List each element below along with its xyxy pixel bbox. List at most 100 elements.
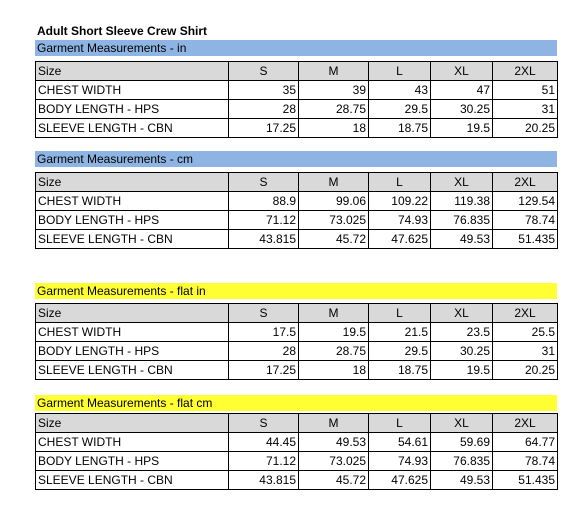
title: Adult Short Sleeve Crew Shirt — [37, 24, 208, 38]
column-header: L — [368, 172, 431, 192]
data-row: CHEST WIDTH 17.5 19.5 21.5 23.5 25.5 — [35, 322, 558, 342]
cell-value: 17.5 — [228, 322, 299, 342]
measurement-table: Size S M L XL 2XL CHEST WIDTH 88.9 99.06 109.22 11… — [35, 172, 558, 249]
data-row: BODY LENGTH - HPS 71.12 73.025 74.93 76.835 7… — [35, 451, 558, 471]
cell-value: 43.815 — [228, 229, 299, 249]
cell-value: 74.93 — [368, 210, 431, 230]
cell-value: 59.69 — [430, 432, 493, 452]
cell-value: 17.25 — [228, 360, 299, 380]
cell-value: 19.5 — [430, 360, 493, 380]
cell-value: 71.12 — [228, 451, 299, 471]
cell-value: 64.77 — [492, 432, 558, 452]
column-header: L — [368, 413, 431, 433]
cell-value: 21.5 — [368, 322, 431, 342]
row-label: CHEST WIDTH — [35, 432, 229, 452]
row-label: BODY LENGTH - HPS — [35, 341, 229, 361]
cell-value: 31 — [492, 99, 558, 119]
data-row: SLEEVE LENGTH - CBN 43.815 45.72 47.625 49.5… — [35, 470, 558, 490]
column-header: Size — [35, 61, 229, 81]
cell-value: 88.9 — [228, 191, 299, 211]
cell-value: 51.435 — [492, 470, 558, 490]
section-heading: Garment Measurements - flat cm — [35, 395, 557, 411]
cell-value: 49.53 — [298, 432, 369, 452]
cell-value: 28 — [228, 341, 299, 361]
row-label: SLEEVE LENGTH - CBN — [35, 470, 229, 490]
column-header: Size — [35, 413, 229, 433]
column-header: M — [298, 413, 369, 433]
data-row: BODY LENGTH - HPS 28 28.75 29.5 30.25 31 — [35, 341, 558, 361]
cell-value: 49.53 — [430, 229, 493, 249]
column-header: L — [368, 61, 431, 81]
cell-value: 73.025 — [298, 210, 369, 230]
cell-value: 43 — [368, 80, 431, 100]
cell-value: 25.5 — [492, 322, 558, 342]
cell-value: 18 — [298, 360, 369, 380]
data-row: BODY LENGTH - HPS 28 28.75 29.5 30.25 31 — [35, 99, 558, 119]
cell-value: 73.025 — [298, 451, 369, 471]
section-heading: Garment Measurements - flat in — [35, 283, 557, 299]
section-heading: Garment Measurements - cm — [35, 151, 557, 167]
column-header: 2XL — [492, 303, 558, 323]
row-label: BODY LENGTH - HPS — [35, 99, 229, 119]
column-header: M — [298, 172, 369, 192]
cell-value: 78.74 — [492, 451, 558, 471]
column-header: XL — [430, 303, 493, 323]
cell-value: 28.75 — [298, 341, 369, 361]
column-header: Size — [35, 172, 229, 192]
cell-value: 47 — [430, 80, 493, 100]
column-header: S — [228, 303, 299, 323]
measurement-table: Size S M L XL 2XL CHEST WIDTH 44.45 49.53 54.61 59… — [35, 413, 558, 490]
cell-value: 119.38 — [430, 191, 493, 211]
section-heading: Garment Measurements - in — [35, 40, 557, 56]
data-row: CHEST WIDTH 44.45 49.53 54.61 59.69 64.77 — [35, 432, 558, 452]
data-row: CHEST WIDTH 35 39 43 47 51 — [35, 80, 558, 100]
cell-value: 30.25 — [430, 341, 493, 361]
row-label: BODY LENGTH - HPS — [35, 451, 229, 471]
cell-value: 51.435 — [492, 229, 558, 249]
column-header: 2XL — [492, 61, 558, 81]
row-label: SLEEVE LENGTH - CBN — [35, 229, 229, 249]
cell-value: 74.93 — [368, 451, 431, 471]
column-header: S — [228, 172, 299, 192]
cell-value: 31 — [492, 341, 558, 361]
column-header: M — [298, 61, 369, 81]
column-header: Size — [35, 303, 229, 323]
data-row: SLEEVE LENGTH - CBN 17.25 18 18.75 19.5 20.25 — [35, 118, 558, 138]
cell-value: 76.835 — [430, 210, 493, 230]
row-label: SLEEVE LENGTH - CBN — [35, 360, 229, 380]
cell-value: 18 — [298, 118, 369, 138]
column-header: 2XL — [492, 172, 558, 192]
cell-value: 109.22 — [368, 191, 431, 211]
column-header: XL — [430, 413, 493, 433]
cell-value: 39 — [298, 80, 369, 100]
column-header: S — [228, 61, 299, 81]
cell-value: 78.74 — [492, 210, 558, 230]
cell-value: 19.5 — [430, 118, 493, 138]
cell-value: 44.45 — [228, 432, 299, 452]
cell-value: 76.835 — [430, 451, 493, 471]
cell-value: 20.25 — [492, 360, 558, 380]
cell-value: 54.61 — [368, 432, 431, 452]
cell-value: 30.25 — [430, 99, 493, 119]
cell-value: 20.25 — [492, 118, 558, 138]
measurement-table: Size S M L XL 2XL CHEST WIDTH 35 39 43 47 51 BODY LE… — [35, 61, 558, 138]
cell-value: 18.75 — [368, 360, 431, 380]
cell-value: 49.53 — [430, 470, 493, 490]
row-label: CHEST WIDTH — [35, 191, 229, 211]
cell-value: 29.5 — [368, 341, 431, 361]
cell-value: 18.75 — [368, 118, 431, 138]
data-row: CHEST WIDTH 88.9 99.06 109.22 119.38 129.54 — [35, 191, 558, 211]
cell-value: 19.5 — [298, 322, 369, 342]
data-row: BODY LENGTH - HPS 71.12 73.025 74.93 76.835 7… — [35, 210, 558, 230]
cell-value: 71.12 — [228, 210, 299, 230]
cell-value: 17.25 — [228, 118, 299, 138]
column-header: XL — [430, 61, 493, 81]
cell-value: 47.625 — [368, 470, 431, 490]
column-header: L — [368, 303, 431, 323]
header-row: Size S M L XL 2XL — [35, 413, 558, 433]
measurement-table: Size S M L XL 2XL CHEST WIDTH 17.5 19.5 21.5 23.5 2… — [35, 303, 558, 380]
row-label: SLEEVE LENGTH - CBN — [35, 118, 229, 138]
cell-value: 45.72 — [298, 470, 369, 490]
column-header: XL — [430, 172, 493, 192]
